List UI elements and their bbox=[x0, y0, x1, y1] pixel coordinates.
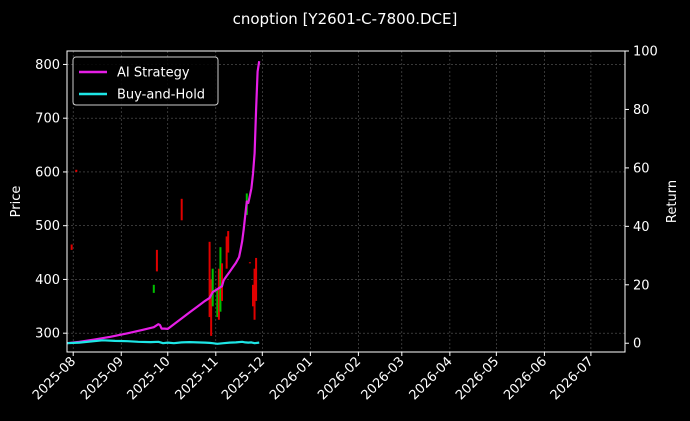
candle bbox=[227, 231, 230, 253]
y2-tick-label: 80 bbox=[633, 103, 650, 118]
candle bbox=[180, 198, 183, 221]
candle bbox=[217, 268, 220, 320]
y-tick-label: 400 bbox=[35, 273, 60, 288]
series-line-buy-and-hold bbox=[66, 339, 260, 345]
y2-tick-label: 20 bbox=[633, 278, 650, 293]
candle bbox=[216, 290, 219, 318]
candle bbox=[211, 268, 214, 307]
y-tick-label: 300 bbox=[35, 327, 60, 342]
y-axis-label: Price bbox=[9, 186, 24, 218]
y-tick-label: 800 bbox=[35, 58, 60, 73]
legend: AI Strategy Buy-and-Hold bbox=[72, 56, 219, 106]
legend-box bbox=[72, 56, 219, 106]
candle bbox=[208, 241, 211, 318]
series-lines bbox=[66, 61, 261, 345]
candles bbox=[70, 169, 258, 336]
y2-tick-label: 100 bbox=[633, 45, 658, 60]
legend-label: AI Strategy bbox=[117, 66, 190, 81]
candle bbox=[210, 279, 213, 336]
candle bbox=[152, 284, 155, 293]
y2-axis-label: Return bbox=[665, 180, 680, 223]
chart-title: cnoption [Y2601-C-7800.DCE] bbox=[233, 10, 458, 28]
candle bbox=[75, 169, 78, 172]
candle bbox=[248, 262, 251, 264]
y-tick-label: 500 bbox=[35, 219, 60, 234]
legend-label: Buy-and-Hold bbox=[117, 88, 205, 103]
candle bbox=[252, 284, 254, 307]
candle bbox=[70, 244, 73, 250]
y-tick-label: 600 bbox=[35, 165, 60, 180]
y-tick-label: 700 bbox=[35, 112, 60, 127]
candle bbox=[155, 249, 158, 272]
candle bbox=[219, 247, 222, 312]
series-line-ai-strategy bbox=[66, 61, 261, 345]
y2-tick-label: 40 bbox=[633, 220, 650, 235]
y2-tick-label: 0 bbox=[633, 337, 641, 352]
candle bbox=[225, 236, 228, 269]
plot-frame bbox=[66, 50, 626, 353]
candle bbox=[253, 268, 256, 320]
y2-tick-label: 60 bbox=[633, 161, 650, 176]
candle bbox=[255, 257, 258, 301]
